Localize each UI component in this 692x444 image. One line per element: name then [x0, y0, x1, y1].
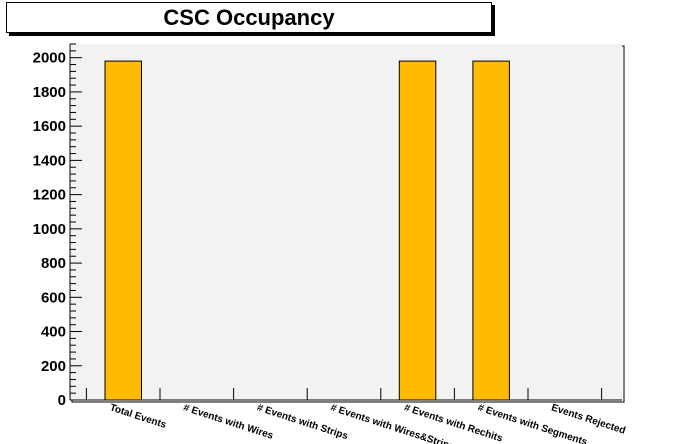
bar — [398, 60, 437, 401]
title-box: CSC Occupancy — [6, 2, 492, 33]
y-tick-label: 2000 — [33, 50, 66, 67]
bar — [472, 60, 510, 401]
chart-title: CSC Occupancy — [163, 4, 335, 30]
y-tick-label: 1400 — [33, 152, 66, 169]
y-tick-label: 600 — [41, 289, 66, 306]
y-tick-label: 1200 — [33, 187, 66, 204]
y-tick-label: 200 — [41, 358, 66, 375]
y-tick-label: 1800 — [33, 84, 66, 101]
bar — [104, 60, 142, 401]
y-tick-label: 1600 — [33, 118, 66, 135]
y-tick-label: 800 — [41, 255, 66, 272]
plot-area — [70, 44, 622, 400]
y-tick-label: 0 — [58, 392, 66, 409]
y-tick-label: 1000 — [33, 221, 66, 238]
x-tick-label: Total Events — [108, 402, 168, 431]
frame-shadow — [71, 45, 625, 403]
y-tick-label: 400 — [41, 324, 66, 341]
